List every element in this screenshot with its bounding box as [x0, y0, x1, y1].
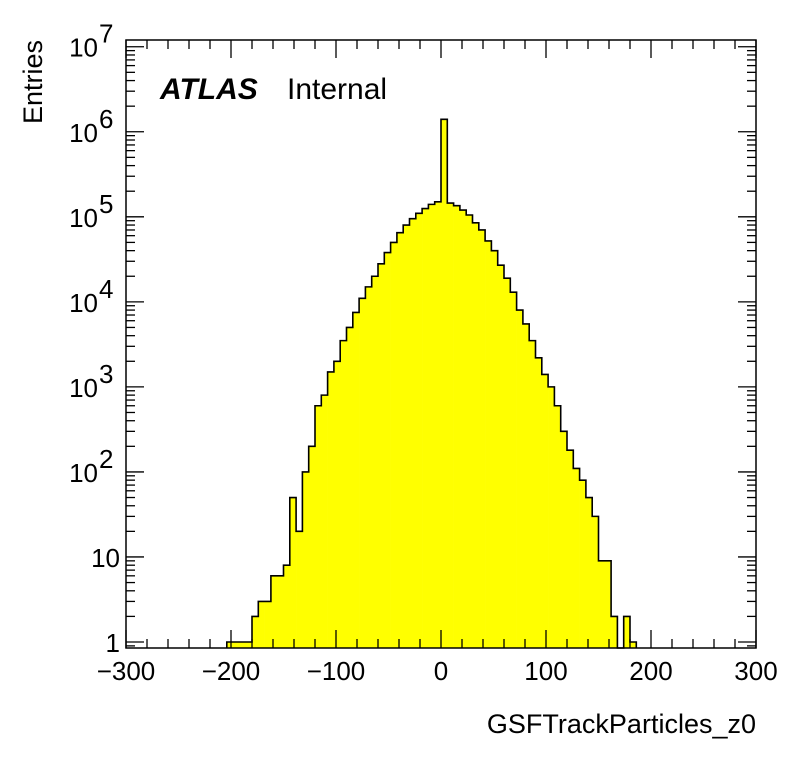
histogram-bar-40	[478, 229, 486, 648]
histogram-bar-49	[535, 357, 543, 648]
histogram-bar-32	[428, 204, 435, 649]
histogram-bar-1	[233, 641, 240, 648]
histogram-bar-53	[560, 431, 568, 648]
histogram-bar-28	[403, 225, 410, 649]
histogram-bar-61	[611, 616, 618, 648]
y-tick-exponent: 3	[99, 359, 113, 389]
histogram-bar-37	[459, 210, 467, 649]
histogram-bar-20	[352, 312, 360, 648]
histogram-bar-24	[378, 263, 385, 648]
histogram-bar-57	[585, 497, 593, 648]
histogram-bar-9	[283, 565, 291, 648]
histogram-bar-33	[434, 201, 442, 648]
y-tick-label: 10	[69, 203, 98, 233]
histogram-bar-17	[333, 361, 341, 648]
y-tick-exponent: 4	[99, 274, 113, 304]
y-tick-label: 10	[69, 288, 98, 318]
histogram-bar-18	[340, 340, 347, 648]
y-tick-exponent: 5	[99, 189, 113, 219]
histogram-bar-59	[598, 560, 606, 648]
histogram-bar-63	[623, 616, 631, 648]
histogram-bar-5	[258, 601, 265, 648]
y-tick-label: 10	[69, 373, 98, 403]
x-tick-label: 0	[434, 656, 448, 686]
histogram-bar-12	[302, 471, 309, 648]
histogram-bar-22	[365, 286, 372, 648]
y-tick-exponent: 7	[99, 19, 113, 49]
histogram-bar-8	[277, 575, 284, 648]
x-axis-title: GSFTrackParticles_z0	[487, 709, 756, 739]
histogram-bar-36	[453, 205, 461, 648]
histogram-bar-47	[522, 323, 530, 648]
histogram-bar-25	[384, 252, 391, 648]
histogram-bar-52	[554, 405, 561, 648]
histogram-bar-30	[415, 213, 423, 648]
x-tick-label: −100	[307, 656, 366, 686]
histogram-bar-10	[289, 497, 297, 648]
histogram-bar-7	[270, 575, 278, 648]
histogram-bar-38	[466, 215, 473, 649]
y-tick-exponent: 6	[99, 104, 113, 134]
histogram-bar-6	[264, 601, 272, 648]
y-tick-label: 10	[91, 543, 120, 573]
histogram-bar-34	[441, 119, 448, 648]
axis-ticks	[125, 40, 757, 648]
y-tick-exponent: 2	[99, 444, 113, 474]
y-axis-title: Entries	[18, 40, 48, 124]
histogram-bar-48	[529, 340, 536, 648]
histogram-bar-26	[390, 242, 398, 649]
histogram-bar-23	[371, 276, 379, 648]
x-tick-label: −200	[202, 656, 261, 686]
y-tick-label: 10	[69, 33, 98, 63]
histogram-bar-29	[409, 218, 417, 649]
x-tick-label: −300	[97, 656, 156, 686]
y-tick-label: 10	[69, 458, 98, 488]
histogram-bar-3	[245, 641, 253, 648]
histogram-bar-2	[239, 641, 246, 648]
histogram-bar-35	[447, 203, 454, 648]
histogram-bar-14	[315, 405, 322, 648]
histogram-bar-60	[604, 560, 612, 648]
histogram-bar-41	[485, 240, 492, 649]
histogram-bar-21	[359, 298, 366, 648]
histogram-bar-31	[422, 208, 429, 648]
x-tick-label: 100	[524, 656, 567, 686]
histogram-bar-16	[327, 371, 335, 648]
histogram-bar-0	[226, 641, 234, 648]
histogram-bar-44	[504, 278, 511, 648]
histogram-bar-46	[516, 310, 524, 648]
histogram-bar-58	[592, 516, 599, 648]
histogram-bar-19	[346, 327, 354, 648]
histogram-bar-39	[472, 222, 480, 648]
histogram-bar-27	[396, 232, 404, 648]
histogram-bar-55	[573, 468, 580, 648]
histogram-bar-50	[541, 374, 549, 648]
histogram-bar-15	[321, 395, 328, 648]
histogram-bar-11	[296, 531, 303, 648]
x-tick-label: 200	[629, 656, 672, 686]
histogram-bar-56	[579, 480, 587, 648]
y-tick-label: 10	[69, 118, 98, 148]
atlas-label: ATLAS	[159, 73, 258, 106]
histogram-bar-51	[548, 386, 555, 648]
histogram-outline	[226, 118, 638, 649]
histogram-bars	[226, 119, 637, 649]
histogram-bar-64	[630, 641, 637, 648]
x-tick-label: 300	[734, 656, 777, 686]
histogram-bar-54	[567, 450, 574, 648]
histogram-bar-13	[308, 446, 316, 648]
histogram-bar-45	[510, 292, 517, 648]
histogram-bar-4	[252, 616, 259, 648]
histogram-bar-43	[497, 265, 505, 648]
y-tick-label: 1	[106, 628, 120, 658]
internal-label: Internal	[287, 73, 387, 106]
histogram-bar-42	[491, 250, 498, 648]
